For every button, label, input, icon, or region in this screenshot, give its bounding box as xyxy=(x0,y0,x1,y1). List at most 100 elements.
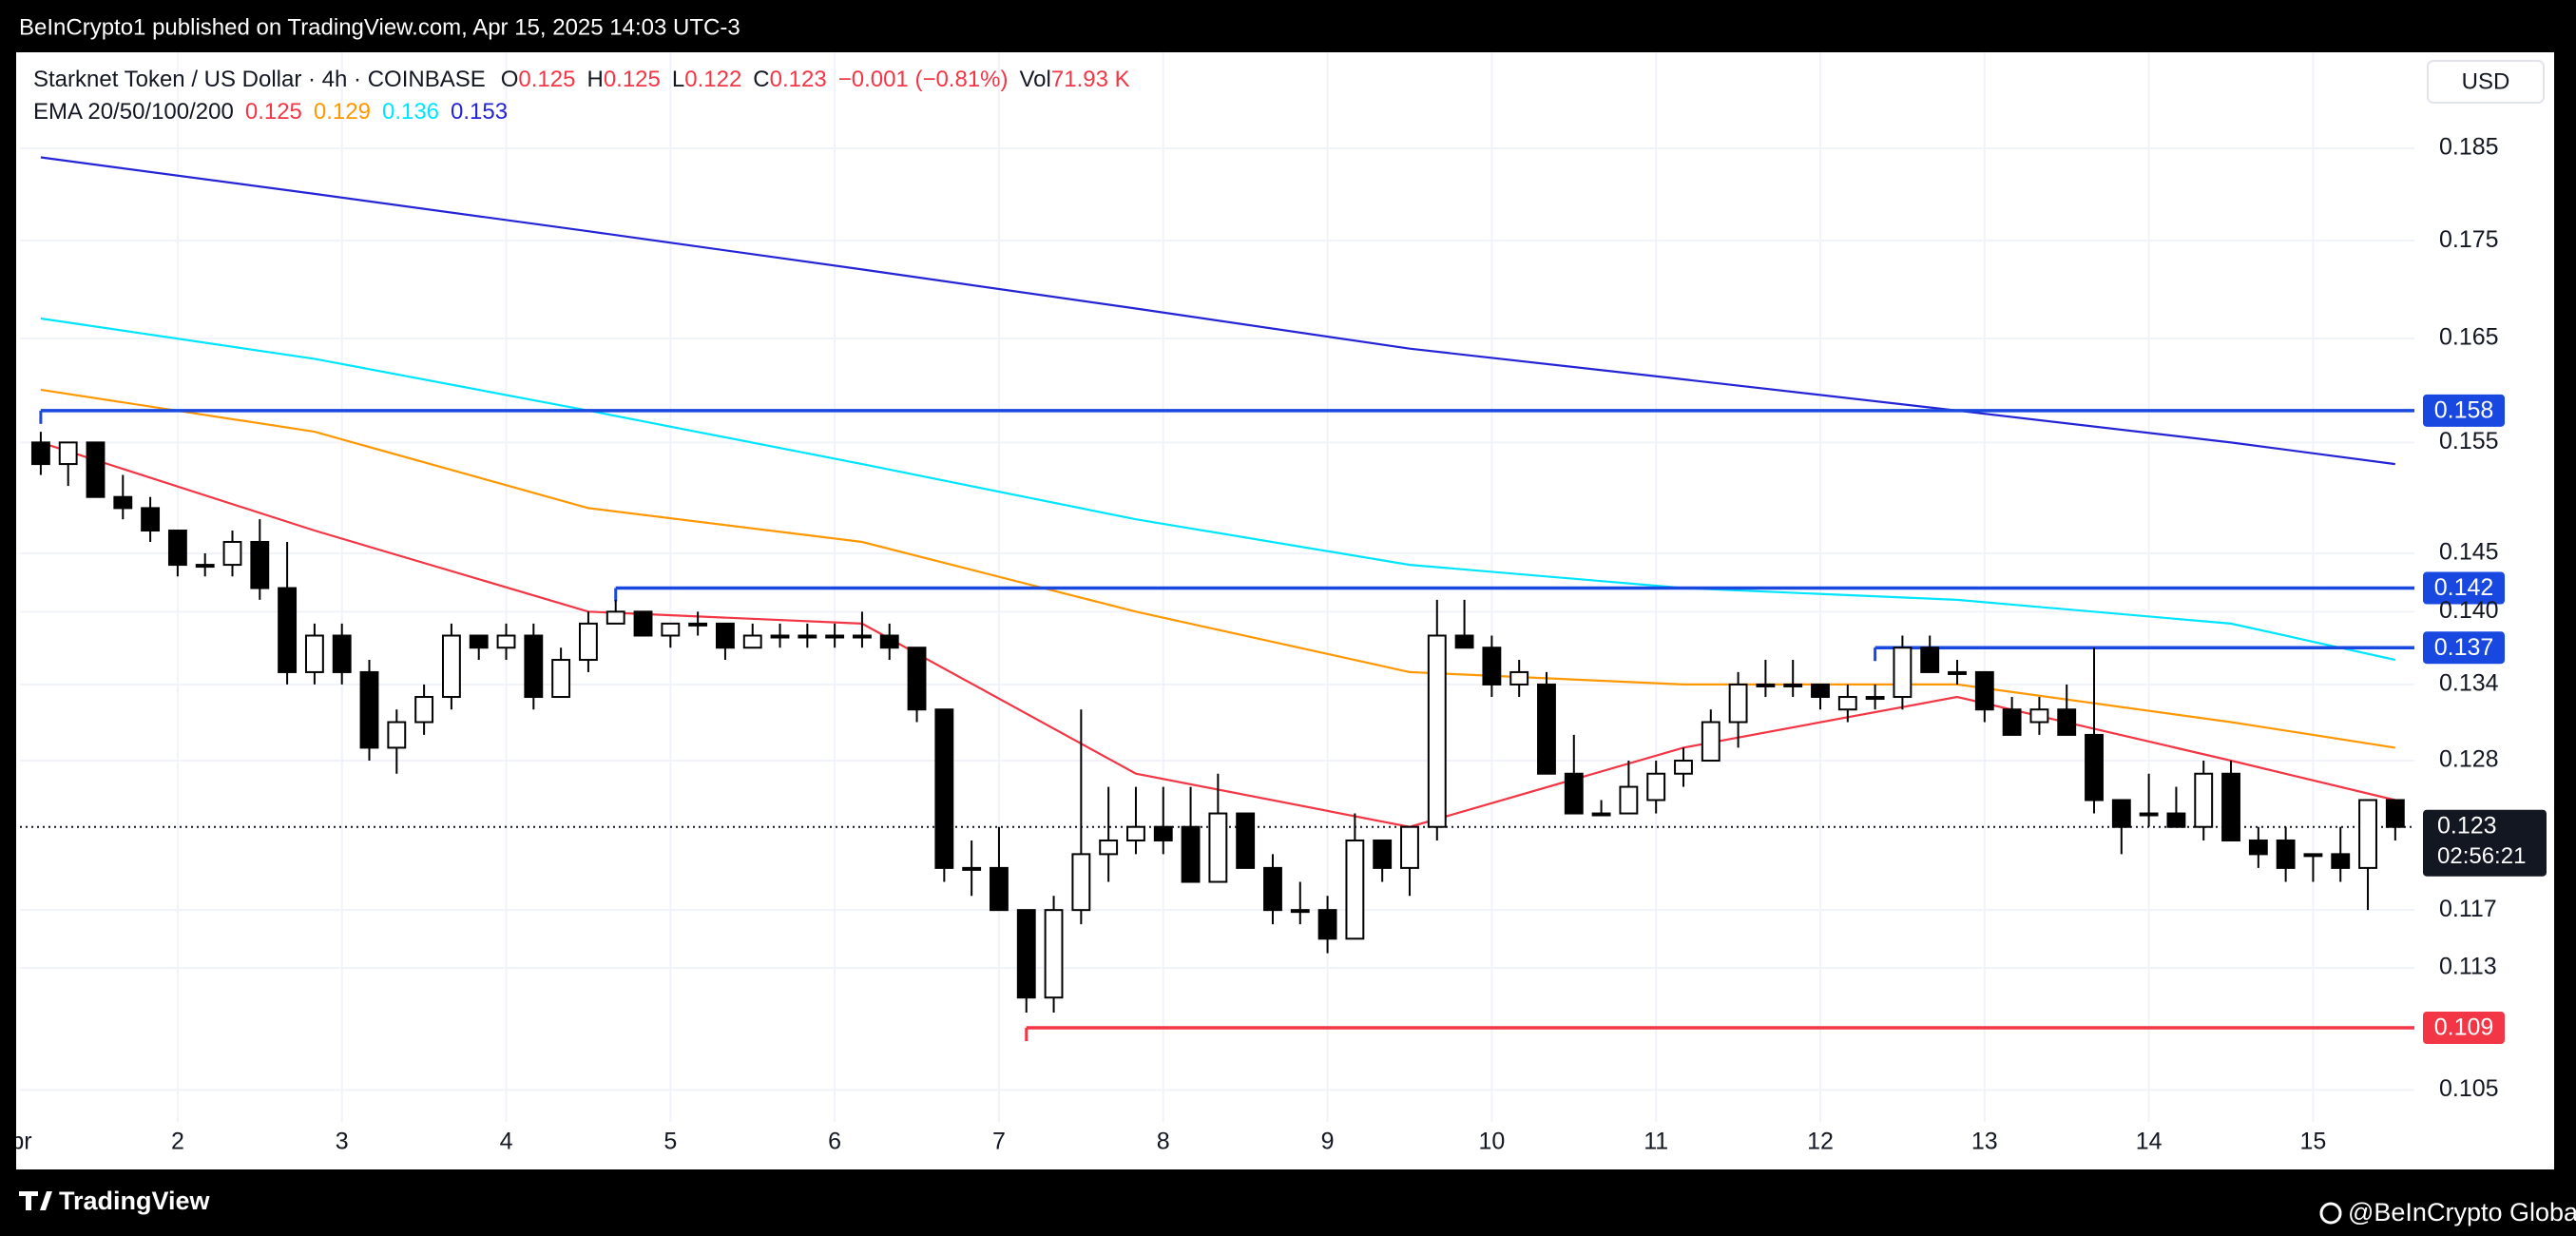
candle-body xyxy=(578,622,598,662)
y-tick-label: 0.128 xyxy=(2439,746,2499,773)
candle-body xyxy=(222,540,242,567)
candle-body xyxy=(1482,647,1502,686)
y-tick-label: 0.165 xyxy=(2439,324,2499,351)
credit-icon xyxy=(2319,1202,2342,1225)
candle-body xyxy=(798,634,817,639)
y-tick-label: 0.113 xyxy=(2439,954,2497,980)
candle-body xyxy=(1373,839,1393,869)
candle-body xyxy=(195,564,215,569)
currency-button[interactable] xyxy=(2427,60,2545,104)
candle-body xyxy=(1208,812,1228,883)
candle-body xyxy=(661,622,681,637)
candle-body xyxy=(1674,760,1693,775)
x-tick-label: 8 xyxy=(1157,1129,1170,1155)
candle-body xyxy=(2303,853,2323,858)
level-price-label: 0.158 xyxy=(2434,396,2494,423)
candle-body xyxy=(1290,909,1310,914)
candle-body xyxy=(1974,670,1994,711)
candle-body xyxy=(853,634,872,639)
ema-legend-value: 0.153 xyxy=(451,99,508,125)
candle-body xyxy=(1783,683,1803,687)
ohlc-value: 0.123 xyxy=(770,67,827,92)
candle-body xyxy=(113,495,133,510)
candle-body xyxy=(441,634,461,699)
candle-body xyxy=(1071,853,1091,912)
y-tick-label: 0.105 xyxy=(2439,1075,2499,1102)
x-tick-label: 15 xyxy=(2300,1129,2327,1155)
y-tick-label: 0.145 xyxy=(2439,539,2499,566)
candle-body xyxy=(141,507,161,532)
candle-body xyxy=(2111,799,2131,828)
x-tick-label: 2 xyxy=(171,1129,184,1155)
levels: 0.158 0.142 0.137 0.109 xyxy=(20,394,2505,1044)
candle-body xyxy=(30,441,50,466)
candle-body xyxy=(1236,812,1256,869)
candles xyxy=(30,432,2405,1014)
symbol-legend: Starknet Token / US Dollar · 4h · COINBA… xyxy=(33,67,1130,92)
x-tick-label: 9 xyxy=(1321,1129,1335,1155)
candle-body xyxy=(633,610,653,637)
candle-body xyxy=(2248,839,2268,856)
y-tick-label: 0.175 xyxy=(2439,226,2499,253)
y-tick-label: 0.134 xyxy=(2439,670,2499,697)
candle-body xyxy=(770,634,790,639)
candle-body xyxy=(414,696,434,724)
candle-body xyxy=(1811,683,1830,699)
legend: Starknet Token / US Dollar · 4h · COINBA… xyxy=(33,67,1130,125)
candle-body xyxy=(2358,799,2377,869)
candle-body xyxy=(1400,825,1419,869)
candle-body xyxy=(250,540,270,589)
candle-body xyxy=(2085,733,2104,801)
candle-body xyxy=(278,587,298,673)
candle-body xyxy=(825,634,845,639)
candle-body xyxy=(1016,909,1036,999)
ema-legend-value: 0.129 xyxy=(314,99,371,125)
candle-body xyxy=(332,634,352,673)
candle-body xyxy=(2002,708,2022,736)
candle-body xyxy=(359,670,379,749)
candle-body xyxy=(1756,683,1776,687)
candle-body xyxy=(907,647,927,711)
candle-body xyxy=(551,659,571,699)
ohlc-key: H xyxy=(586,67,603,92)
ohlc-key: L xyxy=(672,67,684,92)
candle-body xyxy=(2221,772,2240,841)
level-price-label: 0.142 xyxy=(2434,574,2494,601)
candle-body xyxy=(962,866,982,871)
level-price-box xyxy=(2423,394,2505,427)
candle-body xyxy=(1454,634,1474,649)
x-tick-label: 14 xyxy=(2136,1129,2163,1155)
candle-body xyxy=(2276,839,2296,869)
x-tick-label: 13 xyxy=(1971,1129,1998,1155)
candle-body xyxy=(1837,696,1857,711)
candle-body xyxy=(716,622,735,649)
x-tick-label: 10 xyxy=(1478,1129,1505,1155)
ema-label: EMA 20/50/100/200 xyxy=(33,99,234,125)
x-tick-label: 6 xyxy=(828,1129,841,1155)
change: −0.001 (−0.81%) xyxy=(838,67,1009,92)
y-tick-label: 0.140 xyxy=(2439,597,2499,624)
candle-body xyxy=(1619,785,1639,815)
candle-body xyxy=(2385,799,2405,828)
ohlc-key: O xyxy=(501,67,519,92)
candle-body xyxy=(1591,812,1611,817)
candle-body xyxy=(606,610,625,625)
candle-body xyxy=(2139,812,2159,817)
candle-body xyxy=(2194,772,2214,828)
ohlc-value: 0.125 xyxy=(604,67,661,92)
y-tick-label: 0.117 xyxy=(2439,896,2497,922)
candle-body xyxy=(1263,866,1282,912)
candle-body xyxy=(2166,812,2186,828)
x-tick-label: Apr xyxy=(0,1129,32,1155)
candle-body xyxy=(1509,670,1529,686)
candle-body xyxy=(387,721,407,749)
symbol: Starknet Token / US Dollar · 4h · COINBA… xyxy=(33,67,486,92)
level-price-box xyxy=(2423,631,2505,665)
x-tick-label: 3 xyxy=(336,1129,349,1155)
candle-body xyxy=(496,634,516,649)
y-axis: 0.185 0.175 0.165 0.155 0.145 0.140 0.134 0.128… xyxy=(2423,134,2547,1102)
x-tick-label: 12 xyxy=(1807,1129,1834,1155)
currency-label[interactable]: USD xyxy=(2462,68,2510,94)
y-tick-label: 0.155 xyxy=(2439,428,2499,454)
last-price-box xyxy=(2423,809,2547,877)
